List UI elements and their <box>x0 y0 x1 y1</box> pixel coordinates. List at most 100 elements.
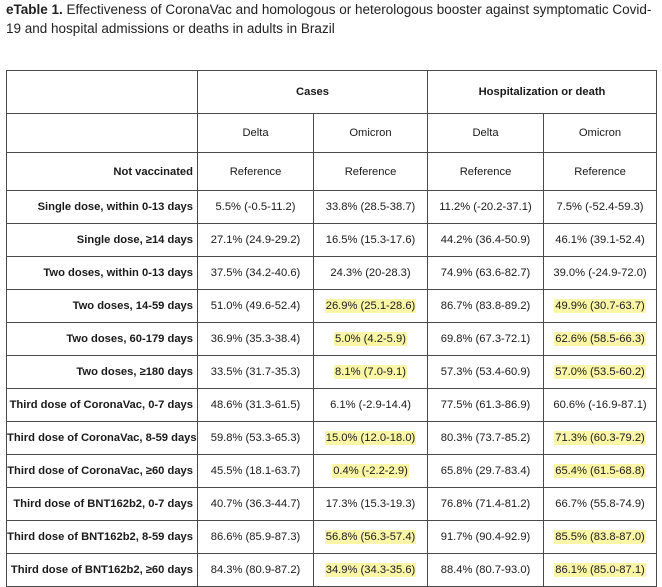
cell-value: 17.3% (15.3-19.3) <box>325 498 416 510</box>
cell-value: 5.5% (-0.5-11.2) <box>215 201 296 213</box>
table-row: Single dose, ≥14 days 27.1% (24.9-29.2) 16… <box>6 223 657 257</box>
highlighted-value: 86.1% (85.0-87.1) <box>554 563 646 577</box>
table-cell: 80.3% (73.7-85.2) <box>427 421 544 455</box>
row-label: Third dose of BNT162b2, ≥60 days <box>6 553 198 587</box>
cell-value: 88.4% (80.7-93.0) <box>440 564 531 576</box>
table-cell: 11.2% (-20.2-37.1) <box>427 190 544 224</box>
table-cell: 39.0% (-24.9-72.0) <box>543 256 657 290</box>
table-cell: Reference <box>543 152 657 191</box>
table-cell: 16.5% (15.3-17.6) <box>313 223 428 257</box>
cell-value: 6.1% (-2.9-14.4) <box>330 399 411 411</box>
table-row: Two doses, 14-59 days 51.0% (49.6-52.4) 26… <box>6 289 657 323</box>
highlighted-value: 15.0% (12.0-18.0) <box>324 431 417 445</box>
cell-value: 86.6% (85.9-87.3) <box>210 531 301 543</box>
table-cell: 77.5% (61.3-86.9) <box>427 388 544 422</box>
subheader-hosp-delta: Delta <box>427 113 544 153</box>
cell-value: 77.5% (61.3-86.9) <box>440 399 531 411</box>
row-label: Third dose of CoronaVac, ≥60 days <box>6 454 198 488</box>
table-row: Two doses, within 0-13 days 37.5% (34.2-4… <box>6 256 657 290</box>
table-row: Third dose of BNT162b2, 8-59 days 86.6% (… <box>6 520 657 554</box>
table-cell: 5.0% (4.2-5.9) <box>313 322 428 356</box>
table-cell: 27.1% (24.9-29.2) <box>197 223 314 257</box>
highlighted-value: 57.0% (53.5-60.2) <box>554 365 646 379</box>
cell-value: 74.9% (63.6-82.7) <box>440 267 531 279</box>
table-cell: 7.5% (-52.4-59.3) <box>543 190 657 224</box>
table-cell: 71.3% (60.3-79.2) <box>543 421 657 455</box>
cell-value: 91.7% (90.4-92.9) <box>440 531 531 543</box>
cell-value: 7.5% (-52.4-59.3) <box>556 201 644 213</box>
table-row: Third dose of CoronaVac, 0-7 days 48.6% (… <box>6 388 657 422</box>
corner-cell <box>6 70 198 114</box>
table-cell: 60.6% (-16.9-87.1) <box>543 388 657 422</box>
table-cell: 40.7% (36.3-44.7) <box>197 487 314 521</box>
row-label: Third dose of BNT162b2, 8-59 days <box>6 520 198 554</box>
cell-value: 46.1% (39.1-52.4) <box>555 234 645 246</box>
highlighted-value: 5.0% (4.2-5.9) <box>334 332 407 346</box>
cell-value: 33.8% (28.5-38.7) <box>325 201 416 213</box>
cell-value: 59.8% (53.3-65.3) <box>210 432 301 444</box>
table-cell: 66.7% (55.8-74.9) <box>543 487 657 521</box>
highlighted-value: 8.1% (7.0-9.1) <box>334 365 407 379</box>
table-cell: 84.3% (80.9-87.2) <box>197 553 314 587</box>
table-cell: 51.0% (49.6-52.4) <box>197 289 314 323</box>
row-label: Two doses, within 0-13 days <box>6 256 198 290</box>
table-cell: 86.6% (85.9-87.3) <box>197 520 314 554</box>
cell-value: 36.9% (35.3-38.4) <box>210 333 301 345</box>
table-cell: 26.9% (25.1-28.6) <box>313 289 428 323</box>
cell-value: 44.2% (36.4-50.9) <box>440 234 531 246</box>
caption-text: Effectiveness of CoronaVac and homologou… <box>6 2 652 36</box>
cell-value: 76.8% (71.4-81.2) <box>440 498 531 510</box>
row-label: Two doses, ≥180 days <box>6 355 198 389</box>
subheader-row: Delta Omicron Delta Omicron <box>6 113 657 153</box>
cell-value: 48.6% (31.3-61.5) <box>210 399 301 411</box>
cell-value: 27.1% (24.9-29.2) <box>210 234 301 246</box>
cell-value: 24.3% (20-28.3) <box>330 267 411 279</box>
table-cell: 59.8% (53.3-65.3) <box>197 421 314 455</box>
table-row: Two doses, ≥180 days 33.5% (31.7-35.3) 8.1… <box>6 355 657 389</box>
table-caption: eTable 1. Effectiveness of CoronaVac and… <box>6 0 656 38</box>
table-row: Two doses, 60-179 days 36.9% (35.3-38.4) 5… <box>6 322 657 356</box>
table-cell: 17.3% (15.3-19.3) <box>313 487 428 521</box>
group-header-hospitalization: Hospitalization or death <box>427 70 657 114</box>
table-cell: 57.0% (53.5-60.2) <box>543 355 657 389</box>
row-label: Two doses, 14-59 days <box>6 289 198 323</box>
table-cell: 8.1% (7.0-9.1) <box>313 355 428 389</box>
cell-value: 84.3% (80.9-87.2) <box>210 564 301 576</box>
table-cell: 6.1% (-2.9-14.4) <box>313 388 428 422</box>
highlighted-value: 65.4% (61.5-68.8) <box>554 464 646 478</box>
table-cell: 49.9% (30.7-63.7) <box>543 289 657 323</box>
table-cell: 36.9% (35.3-38.4) <box>197 322 314 356</box>
table-cell: 69.8% (67.3-72.1) <box>427 322 544 356</box>
table-cell: 44.2% (36.4-50.9) <box>427 223 544 257</box>
row-label: Third dose of BNT162b2, 0-7 days <box>6 487 198 521</box>
table-cell: 34.9% (34.3-35.6) <box>313 553 428 587</box>
cell-value: 65.8% (29.7-83.4) <box>440 465 531 477</box>
highlighted-value: 71.3% (60.3-79.2) <box>554 431 646 445</box>
subheader-cases-delta: Delta <box>197 113 314 153</box>
cell-value: 80.3% (73.7-85.2) <box>440 432 531 444</box>
cell-value: 16.5% (15.3-17.6) <box>325 234 416 246</box>
table-cell: 88.4% (80.7-93.0) <box>427 553 544 587</box>
highlighted-value: 34.9% (34.3-35.6) <box>324 563 417 577</box>
table-cell: 24.3% (20-28.3) <box>313 256 428 290</box>
cell-value: Reference <box>459 165 512 178</box>
row-label: Not vaccinated <box>6 152 198 191</box>
table-cell: 37.5% (34.2-40.6) <box>197 256 314 290</box>
table-cell: 15.0% (12.0-18.0) <box>313 421 428 455</box>
row-label: Single dose, within 0-13 days <box>6 190 198 224</box>
group-header-cases: Cases <box>197 70 428 114</box>
cell-value: 57.3% (53.4-60.9) <box>440 366 531 378</box>
table-cell: 45.5% (18.1-63.7) <box>197 454 314 488</box>
subheader-hosp-omicron: Omicron <box>543 113 657 153</box>
highlighted-value: 26.9% (25.1-28.6) <box>324 299 417 313</box>
cell-value: Reference <box>344 165 397 178</box>
cell-value: 60.6% (-16.9-87.1) <box>553 399 647 411</box>
table-row: Third dose of BNT162b2, 0-7 days 40.7% (3… <box>6 487 657 521</box>
table-cell: Reference <box>427 152 544 191</box>
table-cell: 91.7% (90.4-92.9) <box>427 520 544 554</box>
table-cell: 33.5% (31.7-35.3) <box>197 355 314 389</box>
table-cell: 5.5% (-0.5-11.2) <box>197 190 314 224</box>
cell-value: Reference <box>574 165 626 178</box>
table-row: Third dose of BNT162b2, ≥60 days 84.3% (8… <box>6 553 657 587</box>
table-cell: 46.1% (39.1-52.4) <box>543 223 657 257</box>
